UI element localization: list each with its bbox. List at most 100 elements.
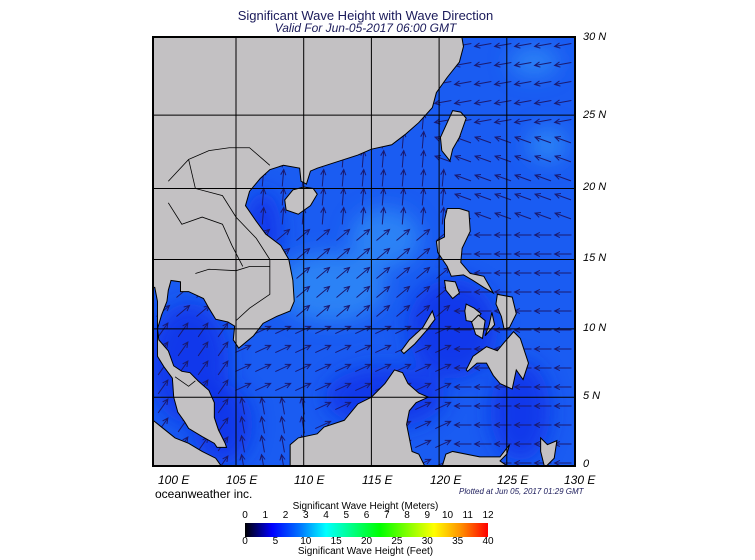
wave-arrow (295, 363, 312, 373)
wave-arrow (335, 382, 352, 392)
wave-arrow (473, 288, 492, 296)
wave-arrow (335, 344, 352, 354)
wave-arrow (296, 247, 311, 260)
country-border (174, 376, 196, 387)
wave-arrow (376, 285, 391, 298)
wave-arrow (415, 382, 432, 392)
wave-arrow (420, 130, 427, 149)
wave-shade-region (527, 126, 568, 163)
wave-arrow (473, 192, 492, 201)
wave-arrow (533, 118, 552, 125)
wave-arrow (513, 211, 532, 220)
wave-arrow (513, 402, 532, 410)
wave-arrow (513, 135, 532, 144)
lat-label-10n: 10 N (583, 322, 607, 334)
wave-arrow (493, 135, 512, 144)
wave-arrow (340, 168, 347, 187)
colorbar-tick-meters: 1 (262, 510, 269, 521)
wave-arrow (473, 211, 492, 220)
wave-arrow (375, 344, 392, 354)
colorbar-tick-feet: 15 (330, 536, 342, 547)
wave-arrow (473, 383, 492, 391)
wave-arrow (415, 344, 432, 354)
wave-arrow (533, 42, 552, 49)
wave-arrow (415, 401, 432, 411)
wave-arrow (276, 228, 291, 241)
wave-arrow (376, 304, 391, 317)
country-border (167, 202, 244, 267)
colorbar-title-meters: Significant Wave Height (Meters) (292, 501, 439, 512)
wave-arrow (336, 266, 351, 279)
colorbar-tick-meters: 9 (424, 510, 431, 521)
wave-arrow (415, 420, 432, 430)
wave-arrow (396, 266, 411, 279)
wave-arrow (356, 228, 371, 241)
colorbar-tick-meters: 12 (482, 510, 494, 521)
wave-arrow (315, 401, 332, 411)
wave-arrow (295, 325, 312, 335)
land-mainland-asia (153, 37, 464, 448)
wave-arrow (400, 206, 407, 225)
colorbar-tick-feet: 20 (360, 536, 373, 547)
wave-arrow (279, 415, 286, 434)
graticule (153, 37, 575, 466)
wave-arrow (316, 247, 331, 260)
wave-arrow (553, 307, 572, 315)
plotted-time: Plotted at Jun 05, 2017 01:29 GMT (459, 487, 584, 496)
wave-arrow (553, 326, 572, 334)
wave-arrow (217, 398, 229, 414)
wave-arrow (553, 135, 572, 144)
landmasses (153, 37, 558, 466)
lon-label-125e: 125 E (497, 473, 529, 487)
wave-arrow (335, 325, 352, 335)
wave-arrow (396, 247, 411, 260)
colorbar-tick-meters: 5 (343, 510, 350, 521)
land-borneo (289, 369, 430, 466)
land-halmahera (540, 436, 558, 466)
colorbar-tick-meters: 7 (383, 510, 390, 521)
wave-arrow (396, 285, 411, 298)
colorbar-tick-meters: 6 (363, 510, 370, 521)
wave-arrow (533, 211, 552, 220)
wave-arrow (260, 206, 267, 225)
wave-arrow (375, 325, 392, 335)
colorbar-title-feet: Significant Wave Height (Feet) (297, 546, 434, 557)
wave-arrow (197, 341, 209, 357)
wave-arrow (335, 401, 352, 411)
wave-arrow (440, 206, 447, 225)
wave-arrow (533, 192, 552, 201)
wave-arrow (279, 434, 286, 453)
wave-arrow (376, 247, 391, 260)
wave-arrow (315, 420, 332, 430)
wave-arrow (533, 173, 552, 182)
land-negros (471, 314, 486, 340)
wave-arrow (315, 363, 332, 373)
wave-arrow (513, 173, 532, 182)
wave-arrow (493, 440, 512, 448)
wave-arrow (513, 269, 532, 277)
wave-arrow (315, 325, 332, 335)
wave-arrow (396, 228, 411, 241)
colorbar-tick-feet: 35 (452, 536, 464, 547)
land-sumatra (153, 419, 222, 466)
wave-arrow (493, 250, 512, 258)
wave-arrow (453, 326, 472, 334)
wave-arrow (420, 168, 427, 187)
wave-arrow (553, 192, 572, 201)
wave-arrow (235, 344, 252, 354)
wave-arrow (296, 285, 311, 298)
wave-arrow (473, 440, 492, 448)
wave-arrow (220, 455, 229, 466)
wave-arrow (320, 168, 327, 187)
wave-arrow (553, 173, 572, 182)
wave-arrow (235, 363, 252, 373)
wave-arrow (239, 415, 246, 434)
wave-arrow (217, 417, 229, 433)
wave-arrow (275, 325, 292, 335)
colorbar-tick-meters: 11 (462, 510, 473, 521)
wave-arrow (553, 80, 572, 87)
wave-arrow (513, 440, 532, 448)
lon-label-105e: 105 E (226, 473, 258, 487)
wave-arrow (239, 453, 246, 466)
wave-arrow (453, 383, 472, 391)
